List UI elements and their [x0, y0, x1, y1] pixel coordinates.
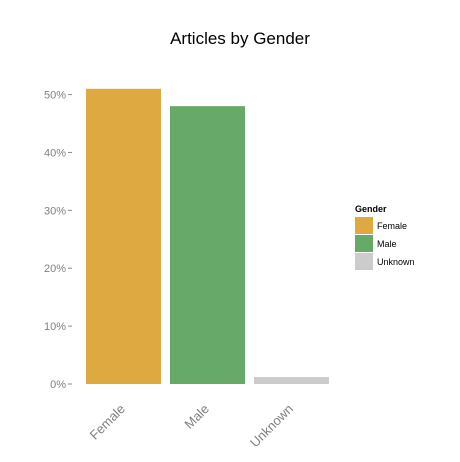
legend-label-female: Female	[377, 221, 407, 231]
legend-swatch-male	[355, 235, 373, 252]
legend-title: Gender	[355, 204, 387, 214]
y-tick-label: 40%	[44, 147, 66, 159]
bar-female	[86, 88, 161, 385]
y-tick-label: 10%	[44, 321, 66, 333]
y-axis: 0% 10% 20% 30% 40% 50%	[44, 90, 72, 391]
y-tick-label: 50%	[44, 90, 66, 102]
legend: Gender Female Male Unknown	[355, 204, 415, 270]
chart-title: Articles by Gender	[170, 29, 310, 48]
x-tick-label: Male	[181, 401, 212, 432]
x-tick-label: Unknown	[247, 401, 296, 450]
legend-swatch-unknown	[355, 253, 373, 270]
y-tick-label: 20%	[44, 263, 66, 275]
bar-male	[170, 106, 245, 385]
x-tick-label: Female	[87, 401, 128, 442]
y-tick-label: 0%	[50, 379, 66, 391]
legend-swatch-female	[355, 217, 373, 234]
legend-label-unknown: Unknown	[377, 257, 415, 267]
bars	[86, 88, 329, 385]
legend-label-male: Male	[377, 239, 397, 249]
y-tick-label: 30%	[44, 205, 66, 217]
bar-unknown	[254, 377, 329, 384]
x-axis: Female Male Unknown	[87, 401, 296, 450]
